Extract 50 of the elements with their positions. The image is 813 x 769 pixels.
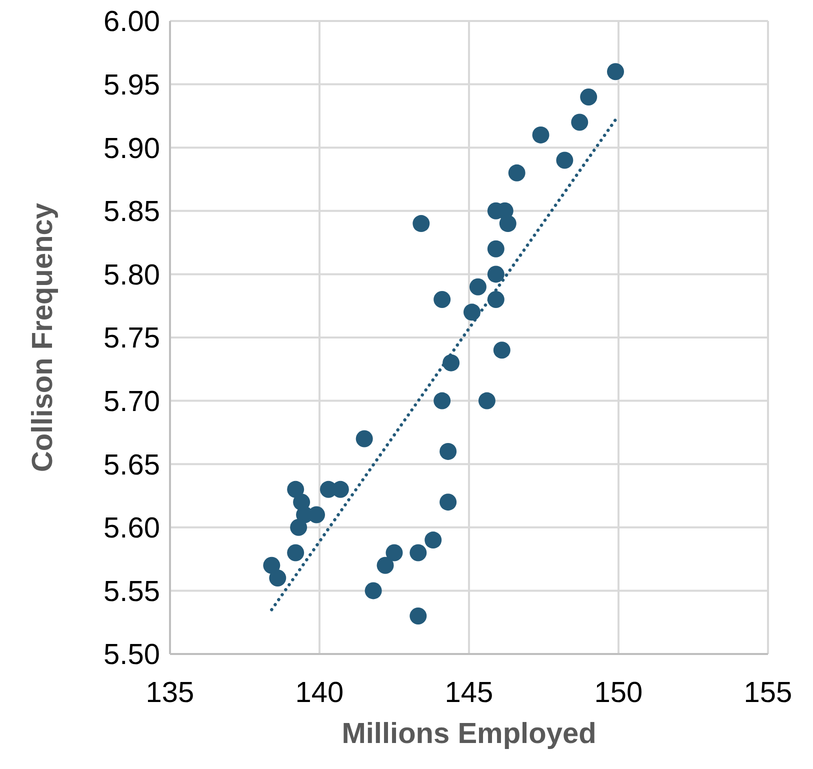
x-tick-label: 145 [444,677,494,709]
point [434,392,451,410]
point [469,278,486,296]
y-tick-label: 5.85 [104,196,160,228]
point [463,304,480,321]
y-tick-label: 5.75 [104,322,160,355]
x-tick-label: 155 [744,677,792,709]
point [478,392,496,410]
y-tick-label: 5.50 [104,639,160,672]
point [487,240,504,258]
y-tick-label: 5.65 [104,449,160,482]
point [364,582,382,600]
x-axis-title: Millions Employed [342,718,596,750]
y-tick-label: 5.95 [104,69,160,102]
point [287,480,304,498]
point [499,215,516,232]
point [356,430,373,448]
y-tick-label: 5.55 [104,576,160,608]
point [607,63,624,80]
point [487,266,504,283]
point [412,215,430,232]
point [263,556,280,574]
y-tick-label: 5.80 [104,259,160,292]
y-tick-label: 5.60 [104,512,160,545]
point [508,164,526,182]
point [571,114,588,131]
point [287,544,304,562]
point [440,442,457,460]
point [386,544,403,562]
point [442,354,460,372]
point [424,532,442,549]
point [410,544,427,562]
y-tick-label: 5.90 [104,132,160,165]
point [376,556,394,574]
y-axis-title: Collison Frequency [27,202,59,472]
y-tick-label: 6.00 [104,6,160,38]
point [493,342,510,359]
x-tick-label: 150 [594,677,643,709]
point [434,291,451,308]
point [487,291,504,308]
point [580,88,598,106]
point [556,152,574,169]
point [410,608,427,625]
x-tick-label: 135 [146,677,194,709]
point [440,494,457,511]
point [290,518,308,536]
x-tick-label: 140 [295,677,344,709]
point [532,126,550,144]
point [269,570,286,587]
y-tick-label: 5.70 [104,386,160,418]
